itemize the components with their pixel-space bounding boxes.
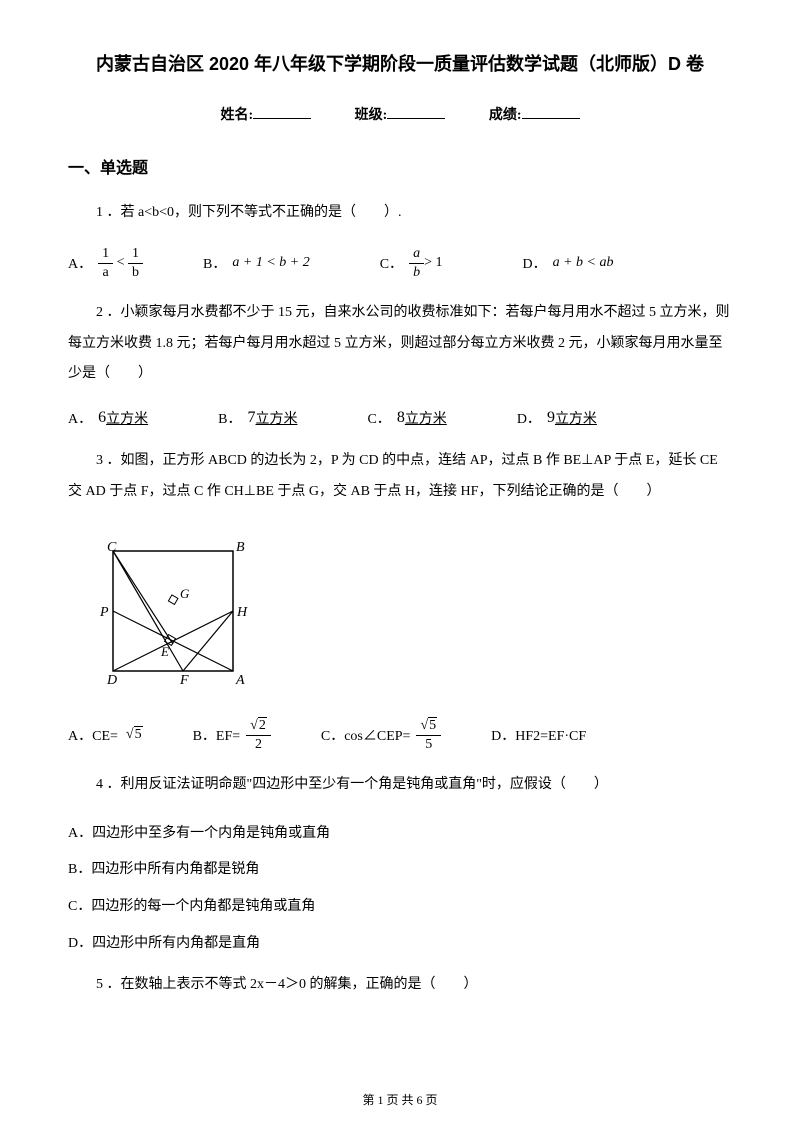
- q2-b-unit: 立方米: [255, 408, 297, 428]
- question-5: 5 ．在数轴上表示不等式 2x－4＞0 的解集，正确的是（ ）: [68, 970, 732, 1001]
- q2-c-unit: 立方米: [405, 408, 447, 428]
- section-1-header: 一、单选题: [68, 154, 732, 178]
- num: 1: [128, 247, 143, 264]
- q2-choice-a: A． 6 立方米: [68, 408, 148, 428]
- q2-a-unit: 立方米: [106, 408, 148, 428]
- q2-d-unit: 立方米: [555, 408, 597, 428]
- page-title: 内蒙古自治区 2020 年八年级下学期阶段一质量评估数学试题（北师版）D 卷: [68, 50, 732, 76]
- num: √2: [246, 719, 271, 736]
- q2-b-val: 7: [247, 409, 255, 427]
- frac-a-b: ab: [409, 247, 424, 280]
- q1-choices: A． 1a < 1b B． a + 1 < b + 2 C． ab > 1 D．…: [68, 247, 732, 280]
- score-blank[interactable]: [522, 118, 580, 119]
- name-label: 姓名:: [220, 108, 253, 123]
- svg-text:D: D: [106, 673, 117, 688]
- q1-b-label: B．: [203, 253, 226, 273]
- q2-c-val: 8: [397, 409, 405, 427]
- q1-d-expr: a + b < ab: [553, 255, 614, 271]
- den: 2: [246, 736, 271, 752]
- svg-text:C: C: [107, 540, 117, 555]
- q1-c-label: C．: [380, 253, 403, 273]
- q3-choices: A．CE= √5 B．EF= √2 2 C．cos∠CEP= √5 5 D．HF…: [68, 719, 732, 752]
- q2-a-label: A．: [68, 408, 92, 428]
- q3-choice-d: D．HF2=EF·CF: [491, 725, 586, 745]
- student-info-line: 姓名: 班级: 成绩:: [68, 104, 732, 124]
- q2-choices: A． 6 立方米 B． 7 立方米 C． 8 立方米 D． 9 立方米: [68, 408, 732, 428]
- geometry-figure: C B P G H E D F A: [88, 536, 258, 696]
- svg-text:B: B: [236, 540, 245, 555]
- svg-text:F: F: [179, 673, 189, 688]
- svg-text:H: H: [236, 605, 248, 620]
- q3-choice-a: A．CE= √5: [68, 725, 143, 745]
- q3-choice-b: B．EF= √2 2: [193, 719, 271, 752]
- q1-d-label: D．: [522, 253, 546, 273]
- q1-choice-c: C． ab > 1: [380, 247, 443, 280]
- den: b: [409, 264, 424, 280]
- den: 5: [416, 736, 441, 752]
- svg-text:G: G: [180, 586, 190, 601]
- q2-choice-b: B． 7 立方米: [218, 408, 297, 428]
- q2-a-val: 6: [98, 409, 106, 427]
- svg-text:P: P: [99, 605, 109, 620]
- page-footer: 第 1 页 共 6 页: [0, 1091, 800, 1108]
- q2-d-val: 9: [547, 409, 555, 427]
- sqrt-5: √5: [124, 727, 143, 743]
- question-1: 1 ．若 a<b<0，则下列不等式不正确的是（ ）.: [68, 198, 732, 229]
- q2-c-label: C．: [367, 408, 390, 428]
- gt1: > 1: [424, 255, 442, 271]
- q3-c-label: C．cos∠CEP=: [321, 725, 411, 745]
- q2-choice-d: D． 9 立方米: [517, 408, 597, 428]
- frac-1-b: 1b: [128, 247, 143, 280]
- class-blank[interactable]: [387, 118, 445, 119]
- sqrt-body: 2: [258, 717, 267, 733]
- q4-choice-b: B．四边形中所有内角都是锐角: [68, 855, 732, 886]
- q3-d-label: D．HF2=EF·CF: [491, 725, 586, 745]
- question-4: 4 ．利用反证法证明命题"四边形中至少有一个角是钝角或直角"时，应假设（ ）: [68, 770, 732, 801]
- q1-a-label: A．: [68, 253, 92, 273]
- q1-choice-a: A． 1a < 1b: [68, 247, 143, 280]
- question-3: 3 ．如图，正方形 ABCD 的边长为 2，P 为 CD 的中点，连结 AP，过…: [68, 446, 732, 508]
- question-2: 2 ．小颖家每月水费都不少于 15 元，自来水公司的收费标准如下：若每户每月用水…: [68, 298, 732, 390]
- q2-choice-c: C． 8 立方米: [367, 408, 446, 428]
- num: a: [409, 247, 424, 264]
- frac-sqrt5-5: √5 5: [416, 719, 441, 752]
- num: √5: [416, 719, 441, 736]
- q2-d-label: D．: [517, 408, 541, 428]
- score-label: 成绩:: [489, 108, 522, 123]
- sqrt-body: 5: [428, 717, 437, 733]
- q4-choice-a: A．四边形中至多有一个内角是钝角或直角: [68, 819, 732, 850]
- q3-b-label: B．EF=: [193, 725, 241, 745]
- frac-1-a: 1a: [98, 247, 113, 280]
- q4-choice-d: D．四边形中所有内角都是直角: [68, 929, 732, 960]
- num: 1: [98, 247, 113, 264]
- name-blank[interactable]: [253, 118, 311, 119]
- den: b: [128, 264, 143, 280]
- q1-b-expr: a + 1 < b + 2: [232, 255, 309, 271]
- q1-choice-d: D． a + b < ab: [522, 253, 613, 273]
- sqrt-body: 5: [134, 726, 143, 742]
- frac-sqrt2-2: √2 2: [246, 719, 271, 752]
- class-label: 班级:: [355, 108, 388, 123]
- svg-text:A: A: [235, 673, 245, 688]
- q2-b-label: B．: [218, 408, 241, 428]
- q3-a-label: A．CE=: [68, 725, 118, 745]
- q3-choice-c: C．cos∠CEP= √5 5: [321, 719, 441, 752]
- q4-choice-c: C．四边形的每一个内角都是钝角或直角: [68, 892, 732, 923]
- lt-symbol: <: [113, 255, 128, 271]
- svg-text:E: E: [160, 644, 169, 659]
- den: a: [98, 264, 113, 280]
- q1-choice-b: B． a + 1 < b + 2: [203, 253, 310, 273]
